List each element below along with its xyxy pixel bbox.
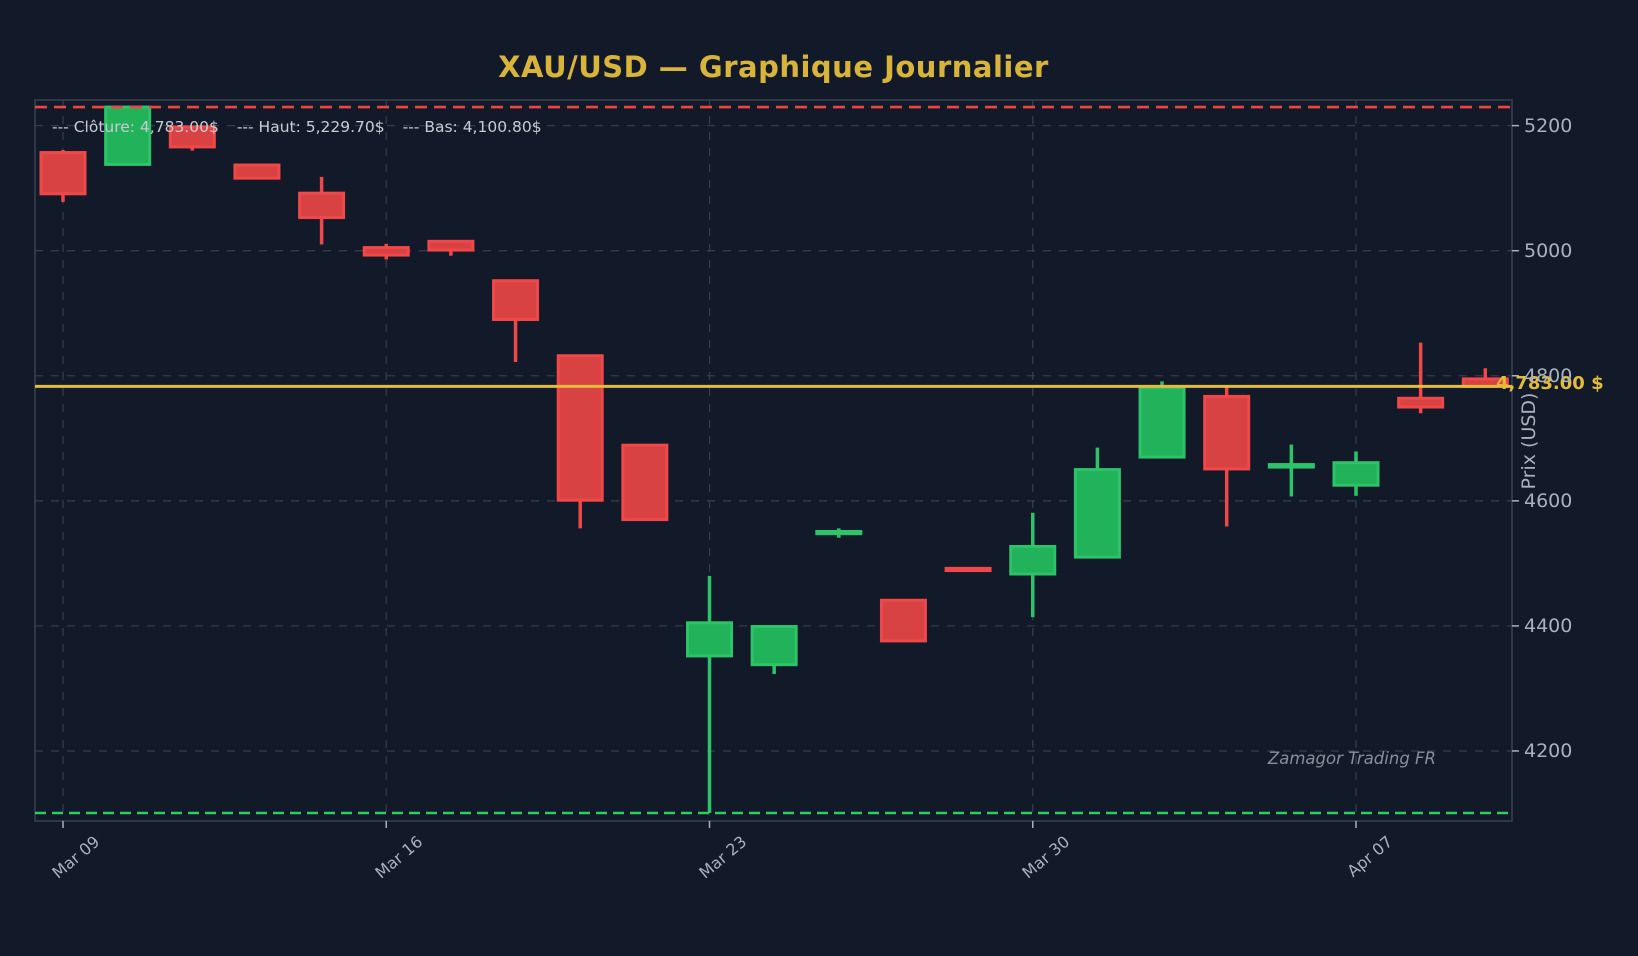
y-tick-label: 4200 (1524, 739, 1573, 762)
candle-body-down (233, 163, 281, 180)
candle-body-up (686, 621, 733, 658)
legend-item-close: --- Clôture: 4,783.00$ (52, 118, 219, 136)
legend-item-low: --- Bas: 4,100.80$ (402, 118, 542, 136)
candle-body-down (168, 125, 216, 149)
candle-body-down (1397, 396, 1445, 409)
candle-body-down (298, 191, 346, 220)
plot-border (34, 99, 1513, 822)
candle-body-up (750, 625, 798, 667)
close-price-label: 4,783.00 $ (1496, 373, 1604, 395)
candlestick-plot (34, 99, 1519, 828)
candle-body-down (39, 151, 87, 196)
candle-body-up (1267, 463, 1315, 469)
y-tick-label: 5200 (1524, 114, 1573, 137)
y-tick-label: 4800 (1524, 364, 1573, 387)
watermark: Zamagor Trading FR (1267, 749, 1436, 768)
y-tick-label: 4600 (1524, 489, 1573, 512)
candle-body-up (815, 529, 863, 536)
legend-item-high: --- Haut: 5,229.70$ (236, 118, 385, 136)
candle-body-up (104, 105, 152, 166)
candle-body-up (1009, 544, 1057, 576)
candle-body-down (492, 279, 540, 321)
candle-body-up (1073, 468, 1121, 559)
candle-body-down (556, 354, 604, 502)
candle-body-down (879, 598, 927, 643)
candle-body-down (427, 239, 475, 252)
chart-title: XAU/USD — Graphique Journalier (498, 50, 1049, 84)
candle-body-down (621, 443, 669, 522)
candle-body-down (944, 566, 992, 573)
candle-body-down (1203, 394, 1251, 471)
candlestick-chart-figure: XAU/USD — Graphique Journalier --- Clôtu… (34, 50, 1604, 883)
legend: --- Clôture: 4,783.00$ --- Haut: 5,229.7… (52, 118, 542, 136)
y-axis-label: Prix (USD) (1518, 392, 1540, 490)
y-tick-label: 4400 (1524, 614, 1573, 637)
candle-body-up (1332, 461, 1380, 487)
candle-body-up (1138, 386, 1186, 459)
y-tick-label: 5000 (1524, 239, 1573, 262)
candle-body-down (362, 246, 410, 257)
